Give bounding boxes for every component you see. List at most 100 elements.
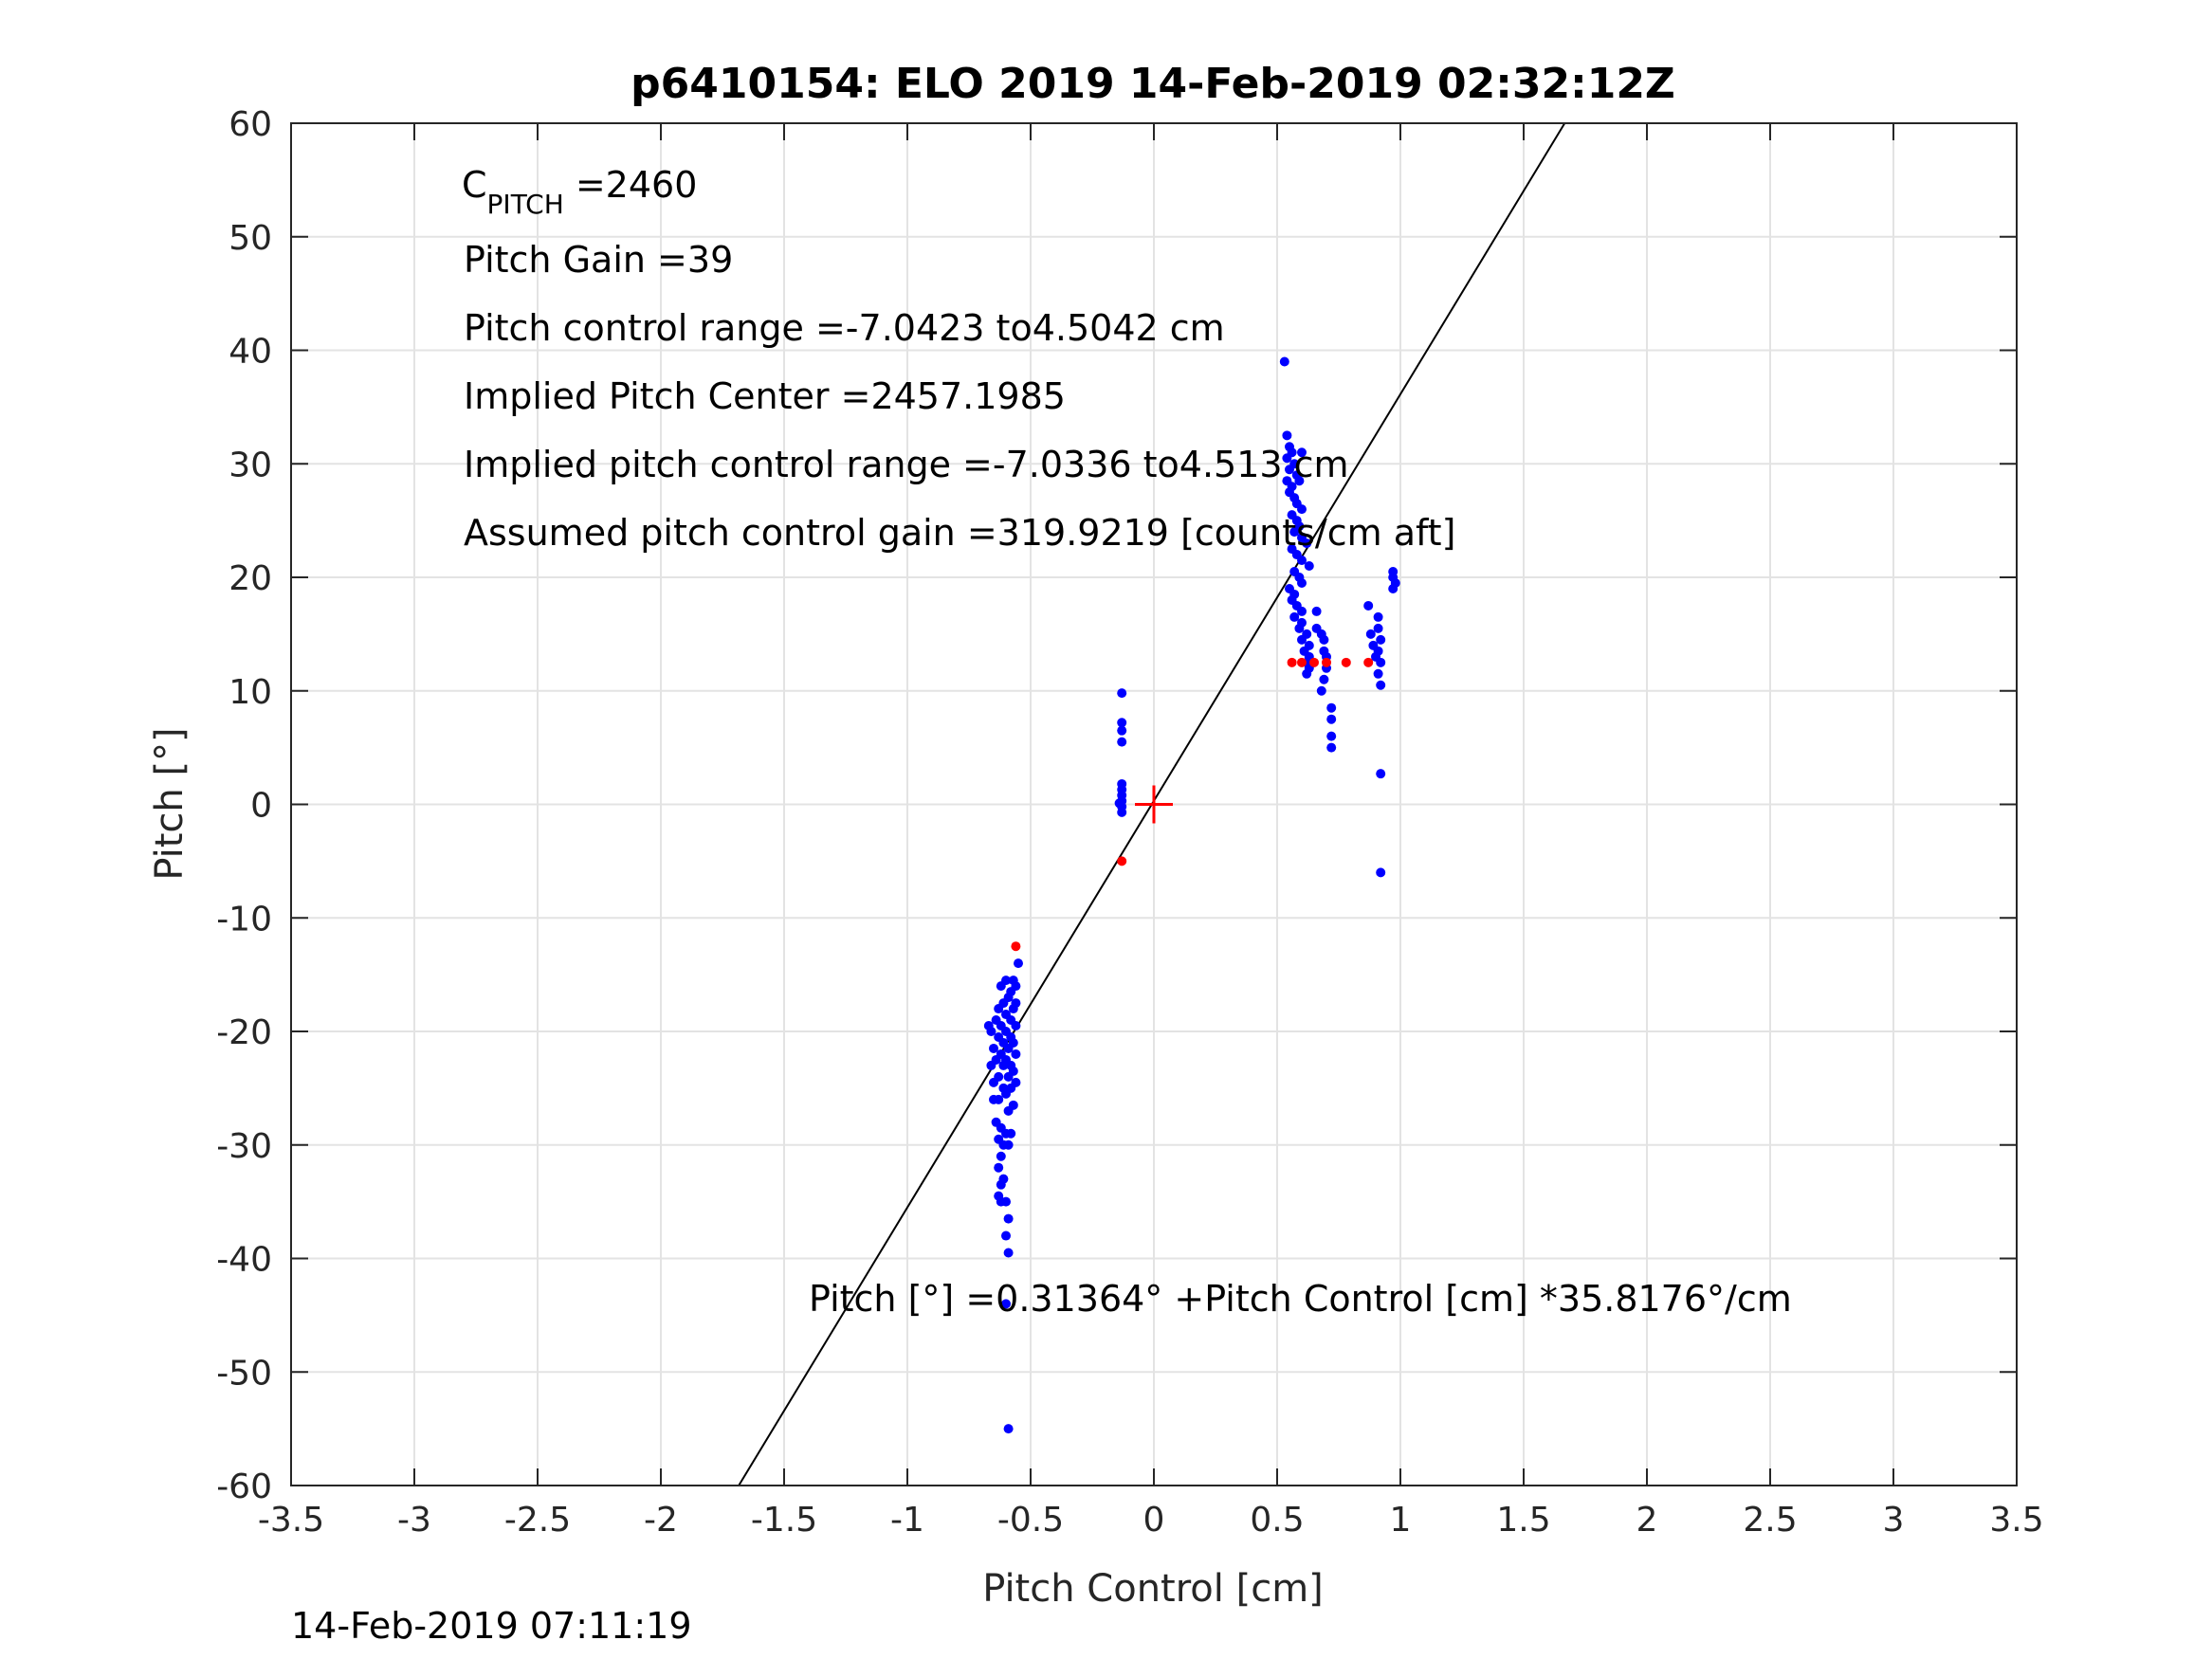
assumed-gain-annotation: Assumed pitch control gain =319.9219 [co… <box>464 512 1455 554</box>
data-point <box>1311 606 1322 616</box>
x-tick-label: 3.5 <box>1989 1501 2043 1540</box>
data-point <box>1376 657 1386 667</box>
data-point <box>996 1179 1006 1190</box>
x-tick-label: 2 <box>1636 1501 1658 1540</box>
x-tick-label: 3 <box>1883 1501 1905 1540</box>
data-point <box>1373 646 1383 656</box>
data-point <box>1376 634 1386 645</box>
data-point <box>1003 1424 1014 1434</box>
x-tick-label: 1 <box>1390 1501 1412 1540</box>
data-point <box>1001 1231 1011 1241</box>
data-point <box>1326 714 1337 724</box>
data-point <box>1322 657 1331 667</box>
center-marker-layer <box>1135 785 1173 824</box>
y-tick-label: -20 <box>216 1013 272 1052</box>
data-point <box>1302 668 1312 679</box>
data-point <box>1003 1071 1014 1082</box>
tick-marks <box>290 122 2018 1486</box>
data-point <box>1001 1088 1011 1099</box>
data-point <box>1365 629 1376 639</box>
data-point <box>1363 657 1374 667</box>
x-tick-labels: -3.5 -3 -2.5 -2 -1.5 -1 -0.5 0 0.5 1 1.5 2 2.5 3 3.5 <box>258 1501 2044 1540</box>
data-point <box>1297 504 1307 515</box>
data-point <box>989 1094 998 1104</box>
x-tick-label: -3 <box>397 1501 431 1540</box>
y-tick-label: -30 <box>216 1127 272 1166</box>
chart-title: p6410154: ELO 2019 14-Feb-2019 02:32:12Z <box>631 60 1675 108</box>
y-tick-label: -50 <box>216 1354 272 1393</box>
data-point <box>1326 731 1337 741</box>
x-tick-label: -3.5 <box>258 1501 324 1540</box>
data-point <box>1117 807 1127 817</box>
cpitch-letter: C <box>462 164 487 206</box>
data-point <box>989 1043 998 1053</box>
x-tick-label: 0.5 <box>1250 1501 1304 1540</box>
x-tick-label: 1.5 <box>1496 1501 1550 1540</box>
cpitch-annotation: CPITCH =2460 <box>462 164 697 220</box>
data-point <box>989 1077 998 1087</box>
data-point <box>986 1060 996 1070</box>
x-tick-label: -1 <box>890 1501 924 1540</box>
y-tick-label: -60 <box>216 1468 272 1506</box>
data-point <box>994 1004 1004 1014</box>
data-point <box>1302 538 1312 549</box>
y-tick-label: 20 <box>229 559 272 598</box>
x-tick-label: 2.5 <box>1743 1501 1797 1540</box>
data-point <box>1117 737 1127 747</box>
data-point <box>1289 527 1300 538</box>
data-point <box>1326 742 1337 753</box>
data-point <box>1319 634 1329 645</box>
x-tick-label: 0 <box>1143 1501 1165 1540</box>
implied-center-annotation: Implied Pitch Center =2457.1985 <box>464 375 1066 417</box>
data-point <box>1304 561 1314 572</box>
data-point <box>1373 611 1383 622</box>
y-tick-label: 10 <box>229 673 272 712</box>
data-point <box>1297 556 1307 566</box>
data-point <box>1388 583 1398 593</box>
data-point <box>1289 611 1300 622</box>
data-point <box>1117 725 1127 736</box>
data-point <box>1297 447 1307 458</box>
data-point <box>1376 769 1386 779</box>
y-tick-label: 30 <box>229 446 272 484</box>
data-point <box>1285 465 1294 475</box>
data-point <box>1117 688 1127 699</box>
data-point <box>1006 1128 1016 1139</box>
data-point <box>1114 798 1124 809</box>
data-point <box>1011 1021 1021 1031</box>
data-point <box>1282 453 1292 464</box>
data-point <box>1279 356 1289 367</box>
data-point <box>1373 668 1383 679</box>
data-point <box>1008 1004 1018 1014</box>
fit-equation-annotation: Pitch [°] =0.31364° +Pitch Control [cm] … <box>809 1278 1792 1320</box>
data-point <box>1309 657 1319 667</box>
data-point <box>1319 674 1329 684</box>
data-point <box>1117 856 1127 866</box>
data-point <box>1316 685 1326 696</box>
data-points <box>983 356 1400 1434</box>
data-point <box>996 981 1006 992</box>
data-point <box>1373 623 1383 633</box>
control-range-annotation: Pitch control range =-7.0423 to4.5042 cm <box>464 307 1225 349</box>
data-point <box>1297 657 1307 667</box>
data-point <box>1014 958 1023 969</box>
implied-range-annotation: Implied pitch control range =-7.0336 to4… <box>464 444 1349 485</box>
y-tick-label: 50 <box>229 219 272 258</box>
x-tick-label: -1.5 <box>751 1501 817 1540</box>
data-point <box>1117 718 1127 728</box>
data-point <box>1297 577 1307 588</box>
data-point <box>1297 606 1307 616</box>
data-point <box>996 1151 1006 1161</box>
y-axis-label: Pitch [°] <box>148 727 192 880</box>
pitch-gain-annotation: Pitch Gain =39 <box>464 239 733 281</box>
data-point <box>1003 1213 1014 1224</box>
data-point <box>1341 657 1351 667</box>
x-axis-label: Pitch Control [cm] <box>982 1567 1324 1611</box>
y-tick-label: 60 <box>229 105 272 144</box>
data-point <box>1363 600 1374 611</box>
data-point <box>1001 1299 1011 1309</box>
footer-timestamp: 14-Feb-2019 07:11:19 <box>291 1605 692 1647</box>
data-point <box>1003 1139 1014 1150</box>
cpitch-value: =2460 <box>564 164 698 206</box>
